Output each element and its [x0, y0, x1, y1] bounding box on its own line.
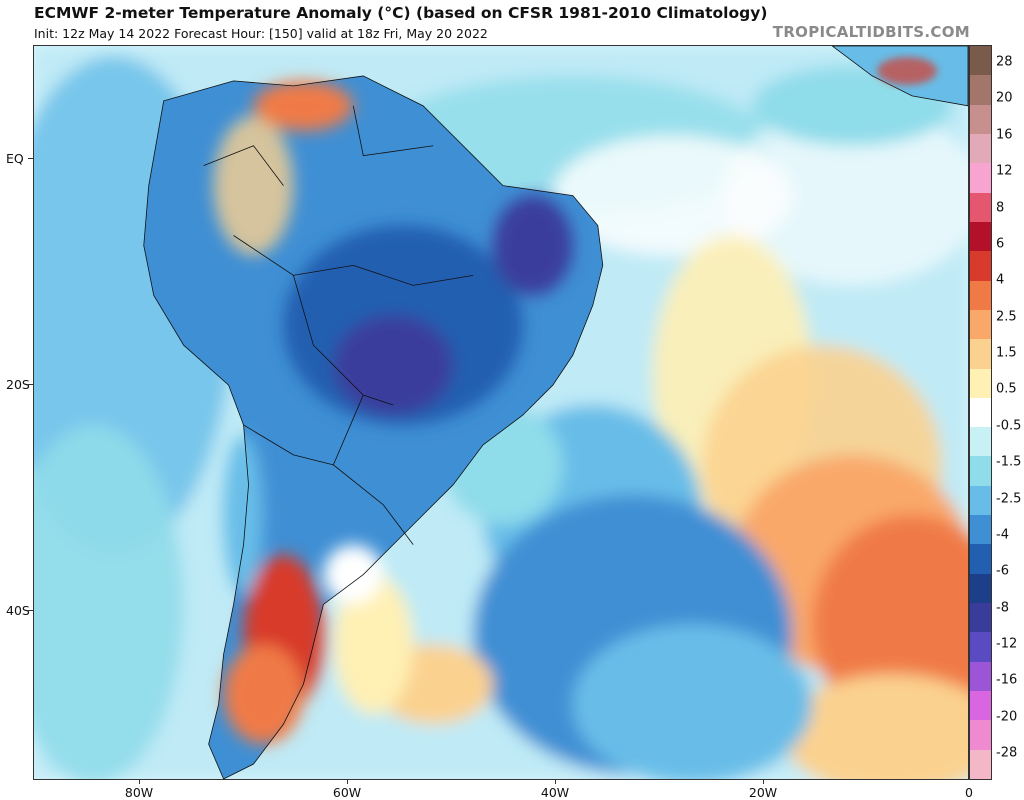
anomaly-map-canvas [34, 46, 968, 779]
colorbar-segment [970, 573, 991, 604]
lat-label-eq: EQ [6, 151, 24, 166]
colorbar-segment [970, 632, 991, 663]
colorbar-label: 8 [996, 200, 1005, 215]
source-credit: TROPICALTIDBITS.COM [772, 23, 970, 41]
colorbar-label: 28 [996, 54, 1013, 70]
anomaly-map [33, 45, 969, 780]
colorbar-label: -8 [996, 600, 1009, 616]
colorbar-label: 2.5 [996, 309, 1017, 325]
colorbar-segment [970, 75, 991, 106]
lat-tick [28, 158, 33, 159]
colorbar-label: 12 [996, 163, 1013, 179]
colorbar-segment [970, 133, 991, 164]
lon-tick [763, 780, 764, 784]
colorbar-label: -6 [996, 563, 1009, 579]
africa-coast [831, 46, 968, 107]
colorbar-label: -1.5 [996, 454, 1022, 470]
lon-tick [555, 780, 556, 784]
colorbar-segment [970, 691, 991, 721]
colorbar-segment [970, 221, 991, 252]
colorbar-label: -4 [996, 527, 1009, 543]
lon-label-60w: 60W [332, 785, 362, 800]
colorbar-segment [970, 397, 991, 428]
colorbar-segment [970, 368, 991, 399]
forecast-info: Init: 12z May 14 2022 Forecast Hour: [15… [34, 26, 488, 41]
colorbar-label: 16 [996, 127, 1013, 143]
ocean-anomaly-field [34, 46, 968, 779]
colorbar-segment [970, 749, 991, 780]
colorbar-label: -16 [996, 672, 1018, 688]
colorbar-label: 0.5 [996, 381, 1017, 397]
map-title: ECMWF 2-meter Temperature Anomaly (°C) (… [34, 4, 768, 22]
colorbar-label: 4 [996, 272, 1005, 288]
colorbar-segment [970, 544, 991, 575]
lat-tick [28, 384, 33, 385]
colorbar-segment [970, 309, 991, 340]
lon-tick [139, 780, 140, 784]
lat-label-20s: 20S [6, 377, 30, 392]
colorbar-segment [970, 485, 991, 516]
colorbar-segment [970, 251, 991, 282]
colorbar-segment [970, 46, 991, 76]
colorbar-segment [970, 515, 991, 545]
lat-label-40s: 40S [6, 603, 30, 618]
lon-tick [347, 780, 348, 784]
temperature-colorbar [969, 45, 992, 780]
colorbar-segment [970, 661, 991, 692]
lon-label-0: 0 [965, 785, 973, 800]
colorbar-label: -20 [996, 709, 1018, 725]
colorbar-segment [970, 192, 991, 223]
colorbar-segment [970, 456, 991, 487]
country-borders [143, 75, 604, 779]
lat-tick [28, 610, 33, 611]
colorbar-segment [970, 603, 991, 633]
colorbar-segment [970, 163, 991, 194]
colorbar-label: -12 [996, 636, 1018, 652]
colorbar-label: 6 [996, 236, 1005, 252]
colorbar-segment [970, 427, 991, 457]
colorbar-segment [970, 104, 991, 135]
colorbar-label: -28 [996, 745, 1018, 761]
colorbar-label: -2.5 [996, 491, 1022, 507]
lon-label-40w: 40W [540, 785, 570, 800]
colorbar-segment [970, 280, 991, 311]
lon-label-20w: 20W [748, 785, 778, 800]
colorbar-segment [970, 720, 991, 751]
colorbar-label: 1.5 [996, 345, 1017, 361]
colorbar-label: 20 [996, 90, 1013, 106]
lon-label-80w: 80W [124, 785, 154, 800]
colorbar-segment [970, 339, 991, 369]
colorbar-label: -0.5 [996, 418, 1022, 434]
